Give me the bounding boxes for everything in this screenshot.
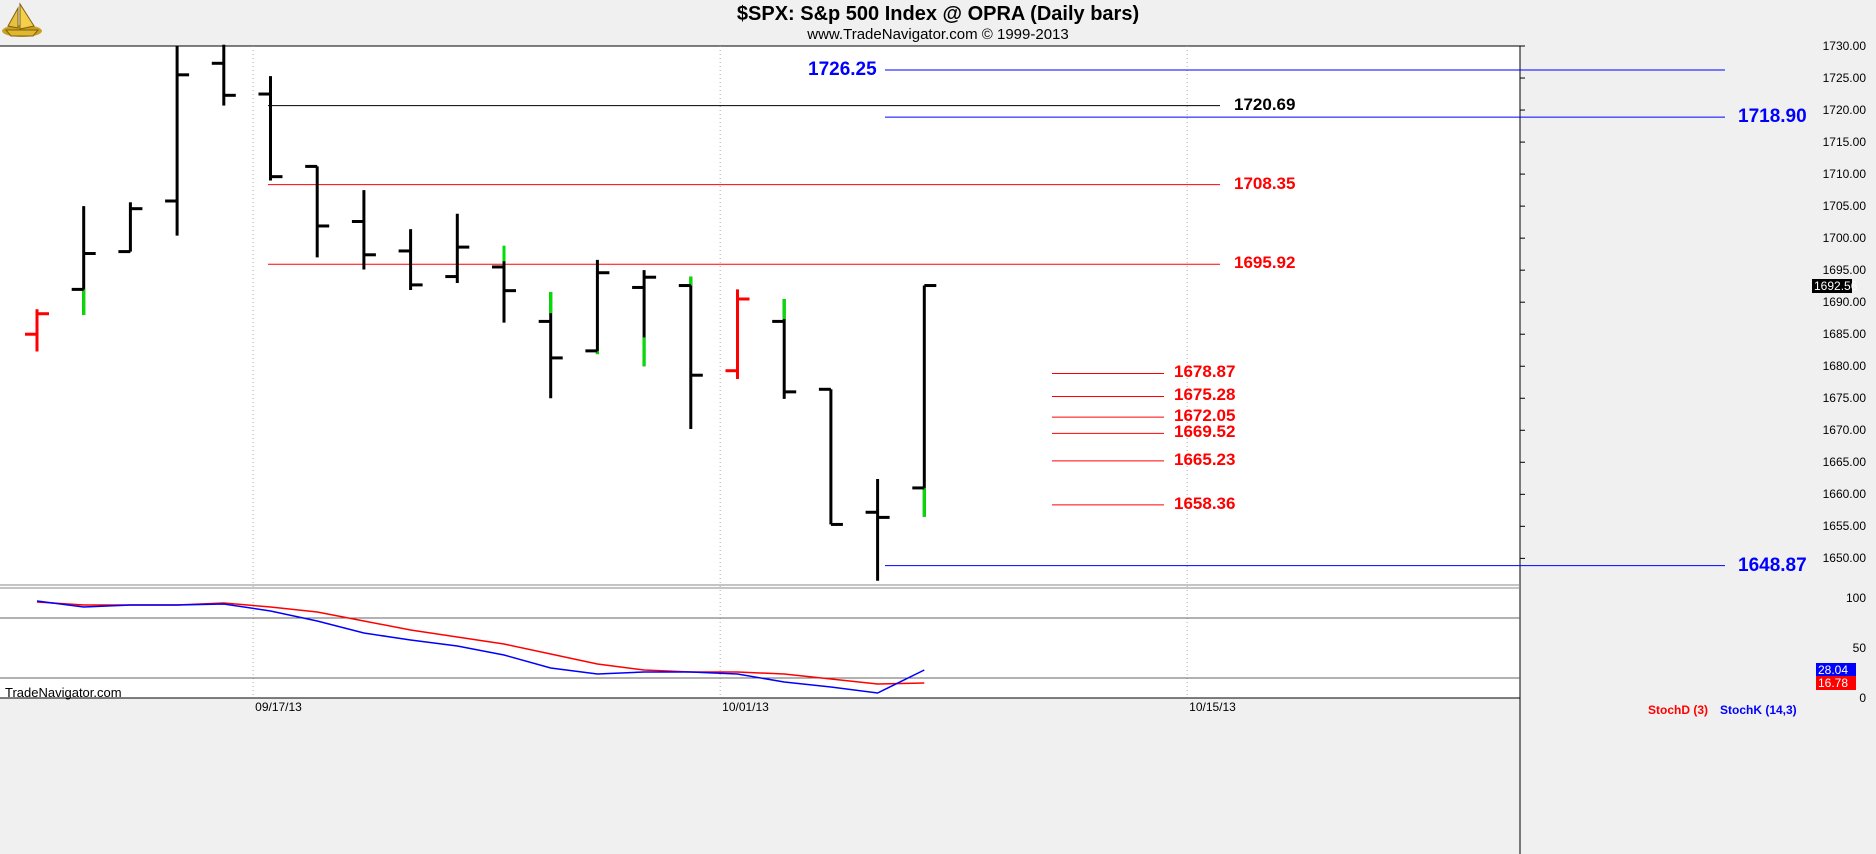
ohlc-bar [538, 291, 563, 399]
ohlc-bar [678, 276, 703, 430]
watermark: TradeNavigator.com [5, 685, 122, 700]
last-price-box: 1692.56 [1812, 278, 1858, 293]
level-label: 1720.69 [1234, 94, 1296, 114]
y-tick-label: 1675.00 [1822, 391, 1866, 406]
level-label: 1678.87 [1174, 362, 1236, 382]
y-tick-label: 1670.00 [1822, 423, 1866, 438]
ohlc-bar [445, 213, 470, 283]
x-tick-label: 10/15/13 [1189, 700, 1236, 714]
level-label: 1669.52 [1174, 422, 1236, 442]
ohlc-bar [725, 289, 750, 380]
ohlc-bar [585, 259, 610, 355]
y-tick-label: 1655.00 [1822, 519, 1866, 534]
chart-title: $SPX: S&p 500 Index @ OPRA (Daily bars) [736, 3, 1140, 25]
oscillator-y-tick-label: 100 [1845, 591, 1866, 605]
oscillator-legend-item: StochK (14,3) [1720, 703, 1797, 717]
x-tick-label: 09/17/13 [255, 700, 302, 714]
y-tick-label: 1690.00 [1822, 295, 1866, 310]
oscillator-series-line [36, 601, 925, 685]
y-tick-label: 1725.00 [1822, 71, 1866, 86]
ohlc-bar [865, 478, 890, 581]
level-label: 1718.90 [1738, 106, 1807, 128]
y-tick-label: 1730.00 [1822, 39, 1866, 53]
y-tick-label: 1680.00 [1822, 359, 1866, 374]
ohlc-bar [305, 164, 330, 258]
oscillator-legend-item: StochD (3) [1648, 703, 1708, 717]
level-label: 1708.35 [1234, 173, 1296, 193]
x-tick-label: 10/01/13 [722, 700, 769, 714]
ohlc-bar [351, 190, 376, 270]
ohlc-bar [71, 206, 96, 315]
oscillator-series-line [36, 600, 925, 694]
ohlc-bar [492, 245, 516, 323]
level-label: 1658.36 [1174, 493, 1236, 513]
y-tick-label: 1700.00 [1822, 231, 1866, 246]
level-label: 1672.05 [1174, 406, 1236, 426]
y-tick-label: 1720.00 [1822, 103, 1866, 118]
date-axis-background [0, 698, 1520, 854]
ohlc-bar [632, 270, 657, 367]
ohlc-bar [165, 46, 190, 236]
stochk-value-box: 28.04 [1816, 662, 1856, 677]
y-tick-label: 1685.00 [1822, 327, 1866, 342]
ohlc-bar [118, 202, 143, 254]
price-axis-background [1520, 46, 1876, 854]
y-tick-label: 1650.00 [1822, 551, 1866, 566]
chart-header: $SPX: S&p 500 Index @ OPRA (Daily bars) … [0, 0, 1876, 46]
ohlc-bar [912, 284, 937, 517]
chart-subtitle: www.TradeNavigator.com © 1999-2013 [807, 26, 1069, 43]
y-tick-label: 1695.00 [1822, 263, 1866, 278]
stochd-value-box: 16.78 [1816, 676, 1856, 691]
ohlc-bar [211, 44, 236, 106]
ohlc-bar [772, 298, 797, 399]
level-label: 1695.92 [1234, 253, 1296, 273]
y-tick-label: 1665.00 [1822, 455, 1866, 470]
ohlc-bar [258, 76, 283, 181]
ohlc-bar [25, 309, 49, 352]
oscillator-y-tick-label: 0 [1859, 691, 1866, 705]
oscillator-y-tick-label: 50 [1852, 641, 1866, 655]
ship-logo-icon [2, 2, 42, 37]
level-label: 1665.23 [1174, 449, 1236, 469]
y-tick-label: 1705.00 [1822, 199, 1866, 214]
ohlc-bar [818, 387, 843, 526]
level-label: 1648.87 [1738, 554, 1807, 576]
level-label: 1675.28 [1174, 385, 1236, 405]
y-tick-label: 1660.00 [1822, 487, 1866, 502]
ohlc-bar [398, 229, 423, 291]
y-tick-label: 1715.00 [1822, 135, 1866, 150]
y-tick-label: 1710.00 [1822, 167, 1866, 182]
level-label: 1726.25 [808, 59, 877, 81]
